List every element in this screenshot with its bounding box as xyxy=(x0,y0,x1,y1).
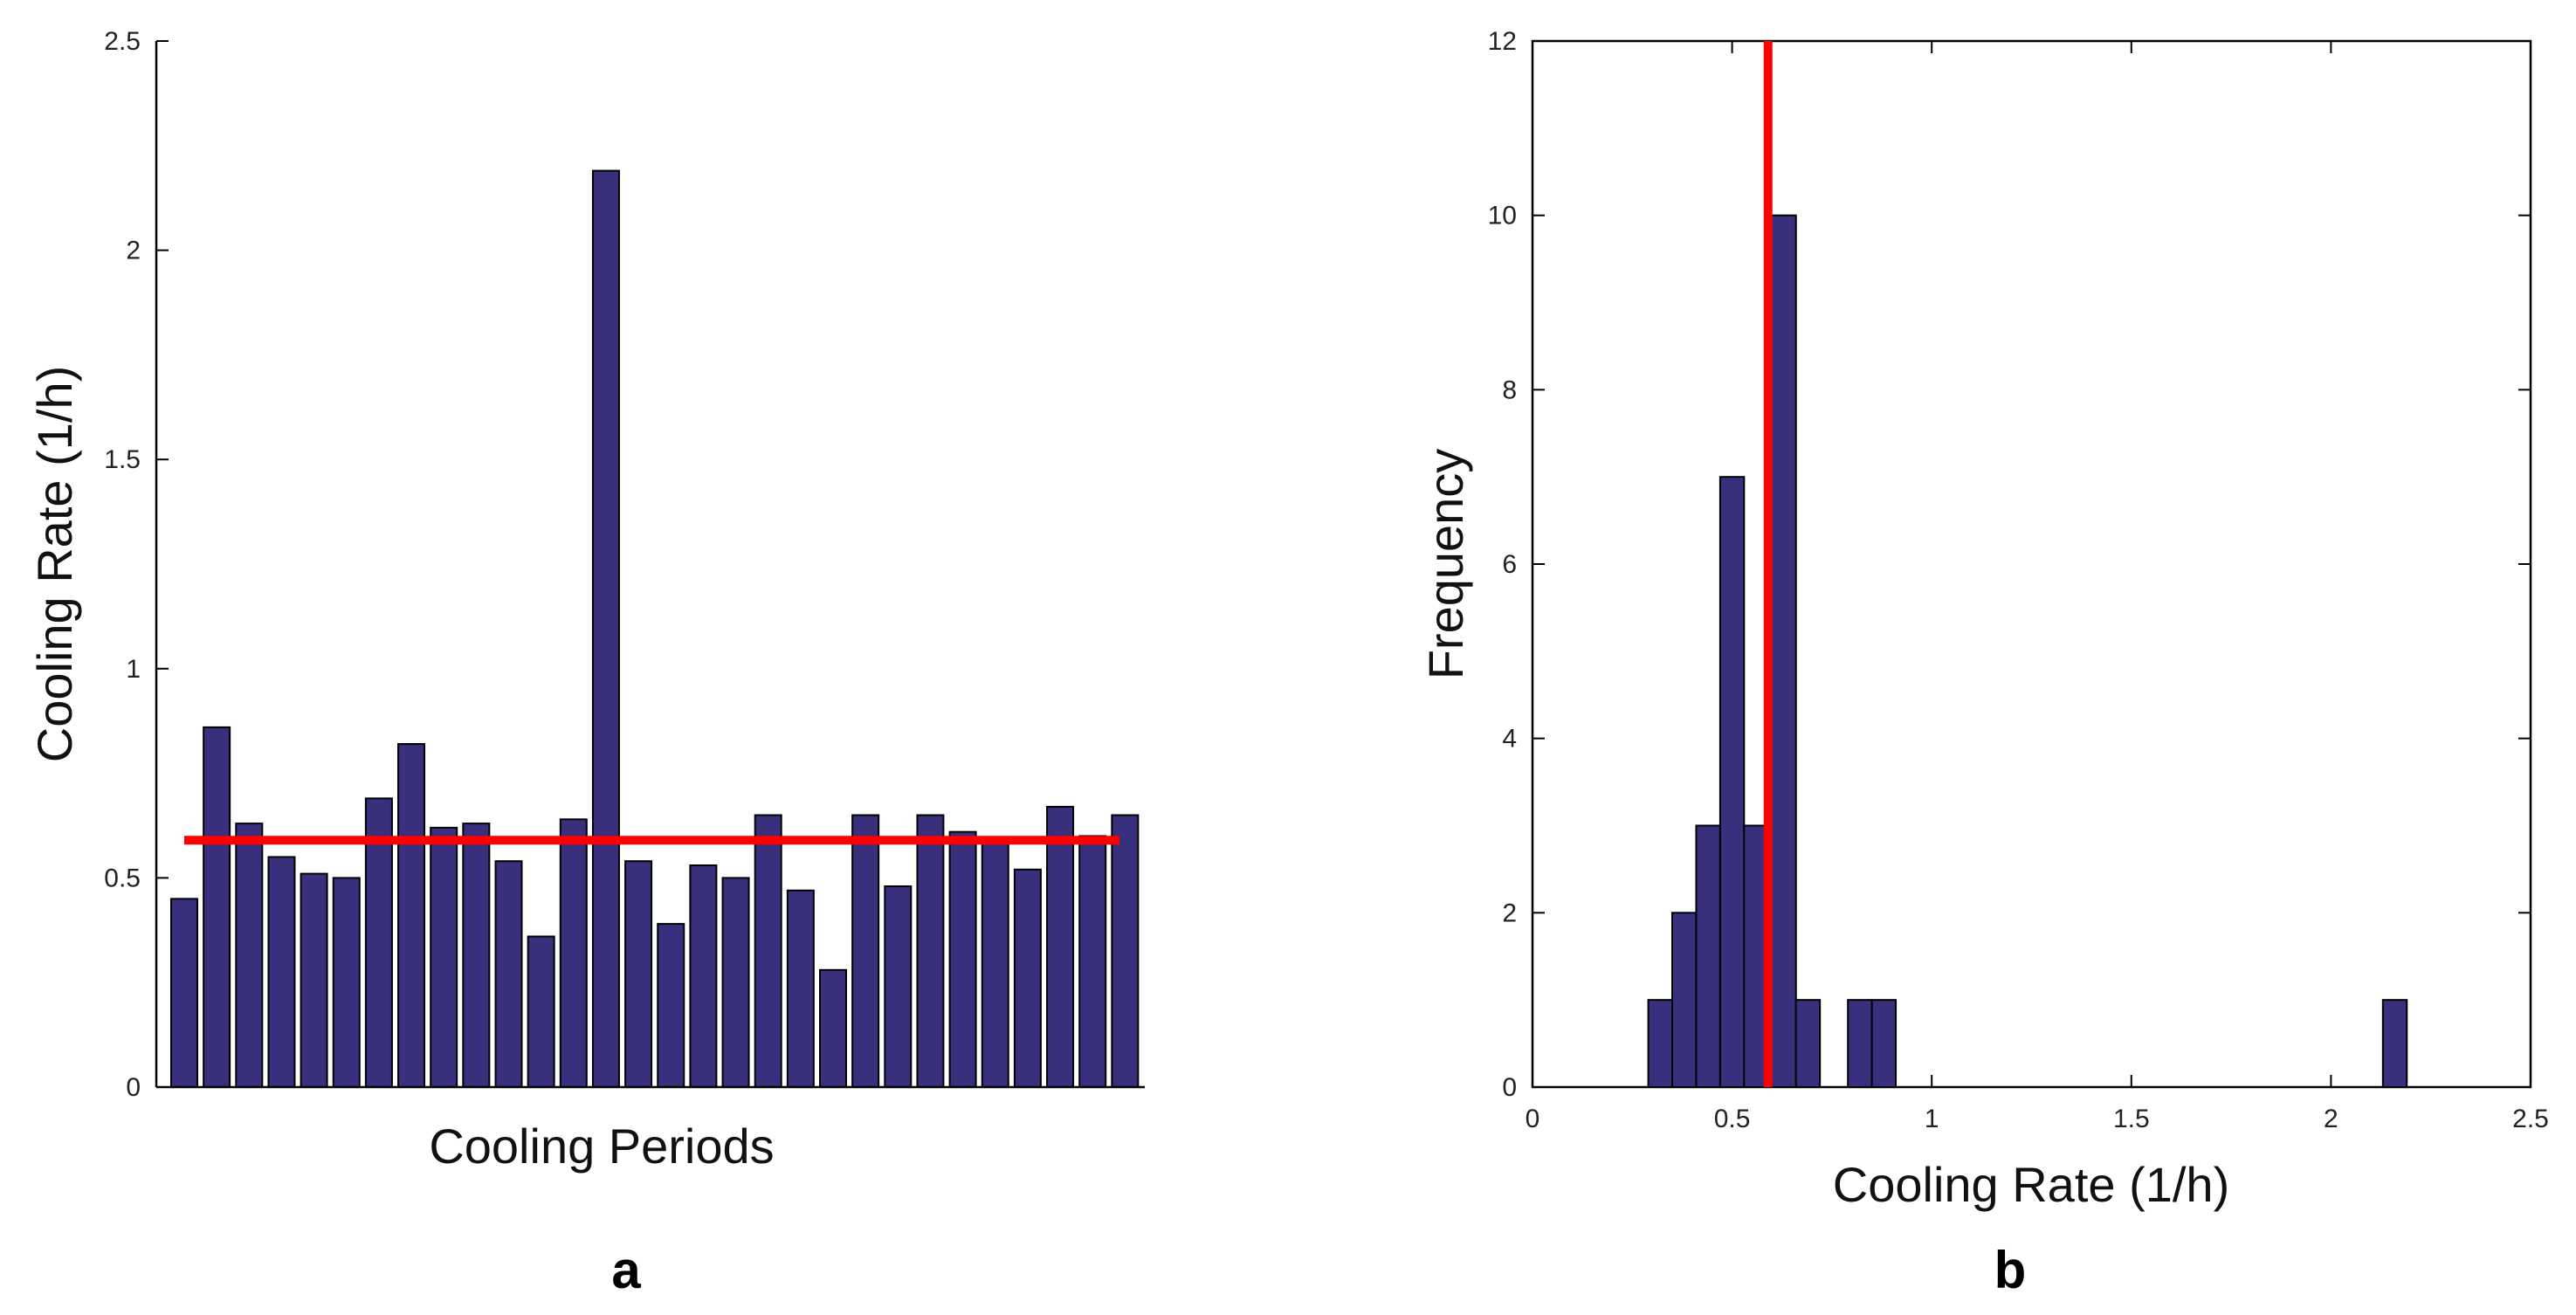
panel-a-y-tick-label: 0 xyxy=(126,1073,141,1102)
panel-a-bar xyxy=(300,872,328,1088)
panel-a-bar xyxy=(1111,814,1140,1089)
panel-a-y-tick-label: 1 xyxy=(126,655,141,684)
panel-a-y-tick-label: 1.5 xyxy=(104,445,141,474)
panel-a-bar xyxy=(851,814,880,1089)
panel-a-axes xyxy=(155,41,1145,1089)
panel-a-bar xyxy=(1046,805,1075,1088)
panel-b-x-tick-label: 2 xyxy=(2324,1105,2338,1133)
panel-a-bar-chart: 0 0.5 1 1.5 2 2.5 Cooling Periods Cooling Rat… xyxy=(27,27,1145,1299)
panel-b-bars xyxy=(1647,214,2408,1089)
panel-a-y-axis-label: Cooling Rate (1/h) xyxy=(27,366,82,762)
panel-a-bar xyxy=(1013,868,1042,1088)
panel-b-x-tick-label: 0 xyxy=(1526,1105,1540,1133)
panel-a-y-tick-label: 2 xyxy=(126,237,141,265)
panel-b-y-ticks: 0 2 4 6 8 10 12 xyxy=(1488,27,2531,1102)
panel-b-y-axis-label: Frequency xyxy=(1418,449,1473,680)
panel-b-bin xyxy=(1767,214,1797,1088)
panel-a-bar xyxy=(430,826,458,1088)
panel-a-y-ticks: 0 0.5 1 1.5 2 2.5 xyxy=(104,27,169,1102)
panel-a-bar xyxy=(916,814,945,1089)
panel-b-bin xyxy=(1647,999,1674,1088)
panel-b-x-axis-label: Cooling Rate (1/h) xyxy=(1833,1157,2229,1212)
panel-b-y-tick-label: 12 xyxy=(1488,27,1517,56)
panel-a-bar xyxy=(819,968,847,1088)
panel-b-x-tick-label: 0.5 xyxy=(1714,1105,1751,1133)
panel-a-bar xyxy=(1078,835,1107,1088)
panel-b-bin xyxy=(1870,999,1898,1088)
panel-a-bar xyxy=(624,860,653,1088)
panel-a-bar xyxy=(559,818,588,1088)
panel-a-bar xyxy=(689,864,718,1088)
panel-b-bin xyxy=(1847,999,1873,1088)
panel-a-bar xyxy=(494,860,523,1088)
panel-a-bar xyxy=(884,885,913,1089)
panel-a-bar xyxy=(203,726,231,1088)
panel-b-bin xyxy=(2381,999,2408,1088)
panel-a-bar xyxy=(948,830,977,1088)
panel-b-y-tick-label: 10 xyxy=(1488,202,1517,231)
panel-b-histogram: 0 2 4 6 8 10 12 0 0.5 1 1.5 2 2.5 Cooling Rate (1/h… xyxy=(1418,27,2549,1299)
panel-a-bars xyxy=(170,169,1140,1089)
panel-a-y-tick-label: 2.5 xyxy=(104,27,141,56)
panel-a-bar xyxy=(786,889,815,1088)
panel-b-y-tick-label: 4 xyxy=(1502,725,1517,754)
panel-b-x-ticks: 0 0.5 1 1.5 2 2.5 xyxy=(1526,41,2549,1133)
panel-a-bar xyxy=(267,856,296,1088)
panel-a-y-tick-label: 0.5 xyxy=(104,864,141,892)
panel-b-y-tick-label: 8 xyxy=(1502,375,1517,404)
panel-a-bar xyxy=(591,169,620,1088)
panel-a-bar xyxy=(397,743,426,1089)
panel-a-bar xyxy=(462,823,491,1088)
panel-a-bar xyxy=(527,935,555,1089)
panel-b-label: b xyxy=(1994,1241,2027,1299)
panel-b-bin xyxy=(1794,999,1822,1088)
panel-a-label: a xyxy=(611,1241,641,1299)
panel-a-bar xyxy=(332,877,361,1089)
panel-b-bin xyxy=(1695,824,1721,1088)
panel-b-x-tick-label: 2.5 xyxy=(2512,1105,2549,1133)
panel-a-bar xyxy=(721,877,750,1089)
panel-b-y-tick-label: 0 xyxy=(1502,1073,1517,1102)
panel-a-bar xyxy=(981,839,1009,1088)
panel-b-y-tick-label: 2 xyxy=(1502,898,1517,927)
panel-a-bar xyxy=(170,898,198,1088)
panel-a-bar xyxy=(235,823,264,1088)
panel-b-bin xyxy=(1718,476,1746,1088)
panel-b-x-tick-label: 1.5 xyxy=(2113,1105,2150,1133)
panel-a-bar xyxy=(754,814,782,1089)
panel-b-bin xyxy=(1671,912,1698,1089)
panel-b-y-tick-label: 6 xyxy=(1502,550,1517,579)
panel-a-bar xyxy=(657,923,685,1089)
panel-a-x-axis-label: Cooling Periods xyxy=(429,1119,774,1174)
panel-b-x-tick-label: 1 xyxy=(1925,1105,1939,1133)
